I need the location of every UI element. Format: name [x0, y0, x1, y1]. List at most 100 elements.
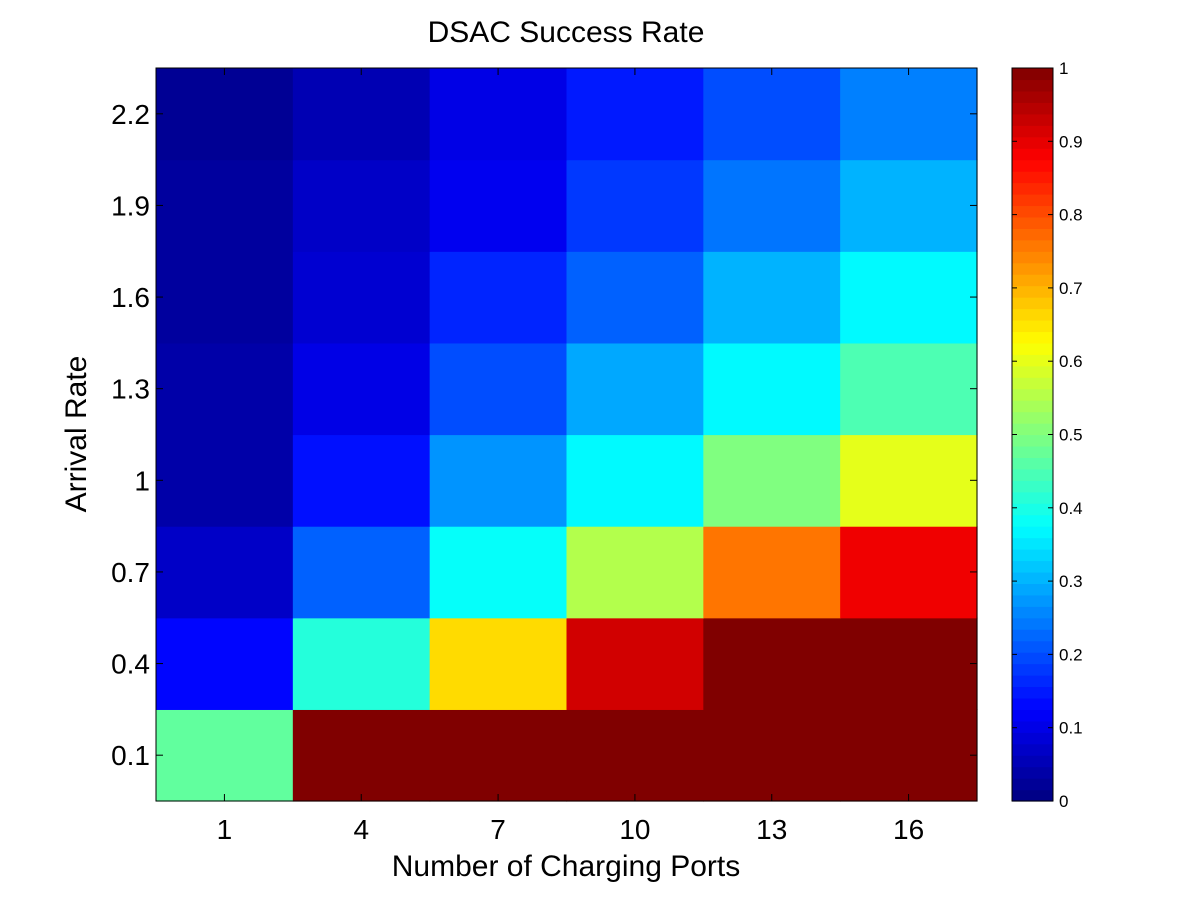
- colorbar-segment: [1012, 90, 1053, 103]
- heatmap-cell: [156, 251, 294, 344]
- colorbar-segment: [1012, 285, 1053, 298]
- colorbar-segment: [1012, 400, 1053, 413]
- heatmap-cell: [429, 434, 568, 527]
- heatmap-cell: [429, 617, 568, 710]
- heatmap-cell: [566, 342, 704, 436]
- colorbar-segment: [1012, 148, 1053, 161]
- colorbar-segment: [1012, 388, 1053, 401]
- colorbar: [1011, 67, 1054, 802]
- heatmap-cell: [429, 68, 568, 161]
- heatmap-cell: [840, 526, 978, 619]
- colorbar-segment: [1012, 778, 1053, 791]
- colorbar-segment: [1012, 205, 1053, 218]
- colorbar-segment: [1012, 319, 1053, 333]
- heatmap-cell: [292, 159, 431, 252]
- y-axis-label: Arrival Rate: [60, 356, 93, 513]
- heatmap-cell: [840, 251, 978, 344]
- colorbar-segment: [1012, 652, 1053, 665]
- y-tick-label: 0.1: [111, 740, 150, 771]
- heatmap-cell: [566, 617, 704, 710]
- colorbar-segment: [1012, 182, 1053, 195]
- y-tick-label: 1.6: [111, 282, 150, 313]
- colorbar-segment: [1012, 526, 1053, 539]
- colorbar-segment: [1012, 331, 1053, 344]
- colorbar-segment: [1012, 617, 1053, 630]
- heatmap-cell: [156, 342, 294, 436]
- colorbar-tick-label: 0.4: [1059, 499, 1083, 518]
- heatmap-cell: [840, 617, 978, 710]
- heatmap-cell: [703, 434, 841, 527]
- colorbar-segment: [1012, 663, 1053, 676]
- colorbar-segment: [1012, 159, 1053, 172]
- colorbar-segment: [1012, 228, 1053, 241]
- heatmap-cell: [566, 251, 704, 344]
- colorbar-segment: [1012, 732, 1053, 745]
- colorbar-ticks: 0 0.1 0.2 0.3 0.4 0.5 0.6 0.7 0.8 0.9 1: [1012, 59, 1083, 811]
- colorbar-segment: [1012, 342, 1053, 355]
- heatmap-cell: [429, 709, 568, 802]
- heatmap-cell: [429, 159, 568, 252]
- colorbar-segment: [1012, 583, 1053, 596]
- y-axis-ticks: 0.1 0.4 0.7 1 1.3 1.6 1.9 2.2: [111, 99, 977, 771]
- colorbar-segment: [1012, 445, 1053, 458]
- heatmap-cell: [292, 434, 431, 527]
- x-tick-label: 7: [490, 814, 506, 845]
- colorbar-segment: [1012, 423, 1053, 436]
- colorbar-tick-label: 0.6: [1059, 352, 1083, 371]
- heatmap-cell: [292, 709, 431, 802]
- y-tick-label: 1.3: [111, 374, 150, 405]
- colorbar-segment: [1012, 549, 1053, 562]
- colorbar-segment: [1012, 606, 1053, 619]
- colorbar-tick-label: 0.1: [1059, 719, 1083, 738]
- heatmap-cell: [429, 251, 568, 344]
- colorbar-segment: [1012, 136, 1053, 149]
- colorbar-segment: [1012, 675, 1053, 688]
- colorbar-segment: [1012, 697, 1053, 710]
- heatmap-cell: [566, 68, 704, 161]
- heatmap-cells: [156, 68, 978, 802]
- heatmap-cell: [840, 342, 978, 436]
- plot-frame: [155, 67, 978, 802]
- x-tick-label: 1: [217, 814, 233, 845]
- heatmap-cell: [566, 434, 704, 527]
- x-tick-label: 13: [756, 814, 787, 845]
- colorbar-segment: [1012, 629, 1053, 642]
- colorbar-segment: [1012, 743, 1053, 756]
- y-tick-label: 1.9: [111, 190, 150, 221]
- colorbar-segment: [1012, 640, 1053, 653]
- colorbar-segment: [1012, 262, 1053, 275]
- colorbar-segment: [1012, 686, 1053, 699]
- colorbar-segment: [1012, 68, 1053, 81]
- heatmap-cell: [566, 526, 704, 619]
- y-tick-label: 0.7: [111, 557, 150, 588]
- heatmap-cell: [703, 709, 841, 802]
- heatmap-cell: [292, 526, 431, 619]
- colorbar-segment: [1012, 789, 1053, 802]
- heatmap-cell: [703, 617, 841, 710]
- colorbar-segment: [1012, 308, 1053, 321]
- x-tick-label: 10: [619, 814, 650, 845]
- colorbar-segment: [1012, 354, 1053, 367]
- heatmap-cell: [840, 709, 978, 802]
- heatmap-cell: [703, 159, 841, 252]
- x-tick-label: 16: [893, 814, 924, 845]
- heatmap-cell: [292, 617, 431, 710]
- colorbar-segment: [1012, 102, 1053, 115]
- colorbar-tick-label: 0: [1059, 792, 1068, 811]
- heatmap-cell: [840, 68, 978, 161]
- colorbar-segment: [1012, 514, 1053, 527]
- heatmap-cell: [292, 68, 431, 161]
- colorbar-tick-label: 0.7: [1059, 279, 1083, 298]
- x-tick-label: 4: [353, 814, 369, 845]
- heatmap-cell: [156, 709, 294, 802]
- colorbar-segment: [1012, 766, 1053, 779]
- heatmap-cell: [429, 342, 568, 436]
- heatmap-cell: [703, 526, 841, 619]
- heatmap-cell: [566, 159, 704, 252]
- x-axis-label: Number of Charging Ports: [392, 850, 741, 883]
- heatmap-cell: [840, 434, 978, 527]
- heatmap-cell: [292, 251, 431, 344]
- colorbar-segment: [1012, 365, 1053, 378]
- colorbar-segment: [1012, 468, 1053, 481]
